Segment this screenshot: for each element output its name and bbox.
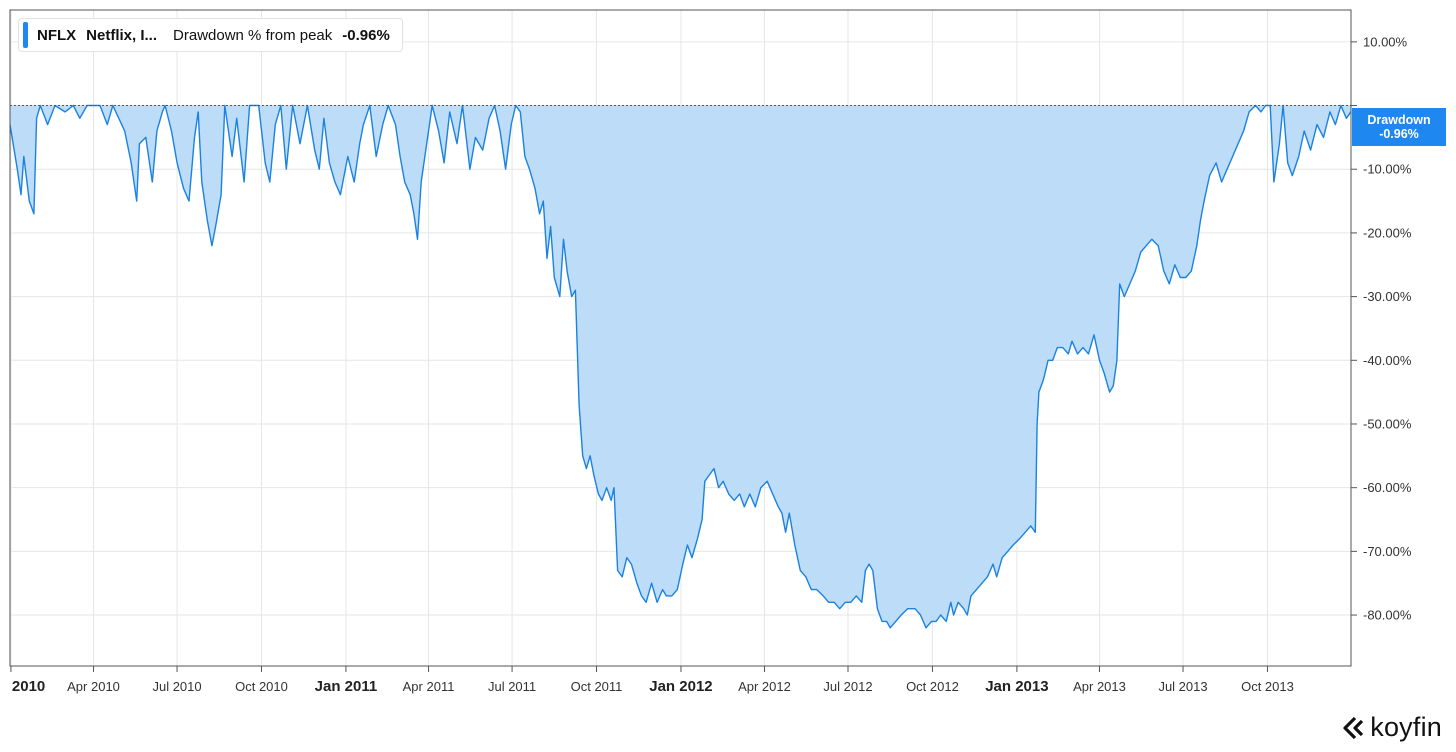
y-tick-label: 10.00%: [1363, 34, 1408, 49]
y-axis: 10.00% -10.00% -20.00% -30.00% -40.00% -50.00…: [1351, 34, 1412, 623]
x-tick-label: Jan 2011: [315, 678, 378, 695]
x-axis: 2010 Apr 2010 Jul 2010 Oct 2010 Jan 2011 Apr …: [10, 666, 1294, 695]
x-tick-label: Jul 2013: [1158, 679, 1207, 694]
drawdown-line: [9, 104, 1352, 629]
x-tick-label: Jan 2013: [985, 678, 1048, 695]
brand-name: koyfin: [1370, 712, 1442, 742]
legend-ticker: NFLX: [37, 26, 77, 44]
x-tick-label: Apr 2010: [67, 679, 120, 694]
current-value-title: Drawdown: [1367, 113, 1431, 127]
current-value-number: -0.96%: [1379, 127, 1419, 141]
x-tick-label: Oct 2013: [1241, 679, 1294, 694]
drawdown-area: [10, 105, 1351, 628]
x-tick-label: 2010: [12, 678, 45, 695]
y-tick-label: -80.00%: [1363, 608, 1412, 623]
x-tick-label: Apr 2013: [1073, 679, 1126, 694]
y-tick-label: -30.00%: [1363, 289, 1412, 304]
x-tick-label: Jul 2012: [823, 679, 872, 694]
legend-metric: Drawdown % from peak: [173, 26, 333, 44]
y-tick-label: -60.00%: [1363, 480, 1412, 495]
x-tick-label: Jul 2010: [152, 679, 201, 694]
x-tick-label: Oct 2011: [571, 679, 623, 694]
legend-company-name: Netflix, I...: [86, 26, 158, 44]
y-tick-label: -10.00%: [1363, 162, 1412, 177]
current-value-label: Drawdown -0.96%: [1352, 108, 1446, 146]
y-tick-label: -50.00%: [1363, 416, 1412, 431]
x-tick-label: Jan 2012: [649, 678, 712, 695]
x-tick-label: Oct 2010: [235, 679, 288, 694]
x-tick-label: Apr 2011: [403, 679, 455, 694]
koyfin-chevron-icon: [1343, 716, 1364, 739]
y-tick-label: -40.00%: [1363, 353, 1412, 368]
koyfin-logo: koyfin: [1340, 712, 1442, 743]
x-tick-label: Oct 2012: [906, 679, 959, 694]
y-tick-label: -70.00%: [1363, 544, 1412, 559]
legend-value: -0.96%: [342, 26, 390, 44]
y-tick-label: -20.00%: [1363, 225, 1412, 240]
x-tick-label: Jul 2011: [488, 679, 536, 694]
series-legend[interactable]: NFLX Netflix, I... Drawdown % from peak …: [18, 18, 403, 52]
series-color-swatch: [23, 22, 28, 48]
x-tick-label: Apr 2012: [738, 679, 791, 694]
